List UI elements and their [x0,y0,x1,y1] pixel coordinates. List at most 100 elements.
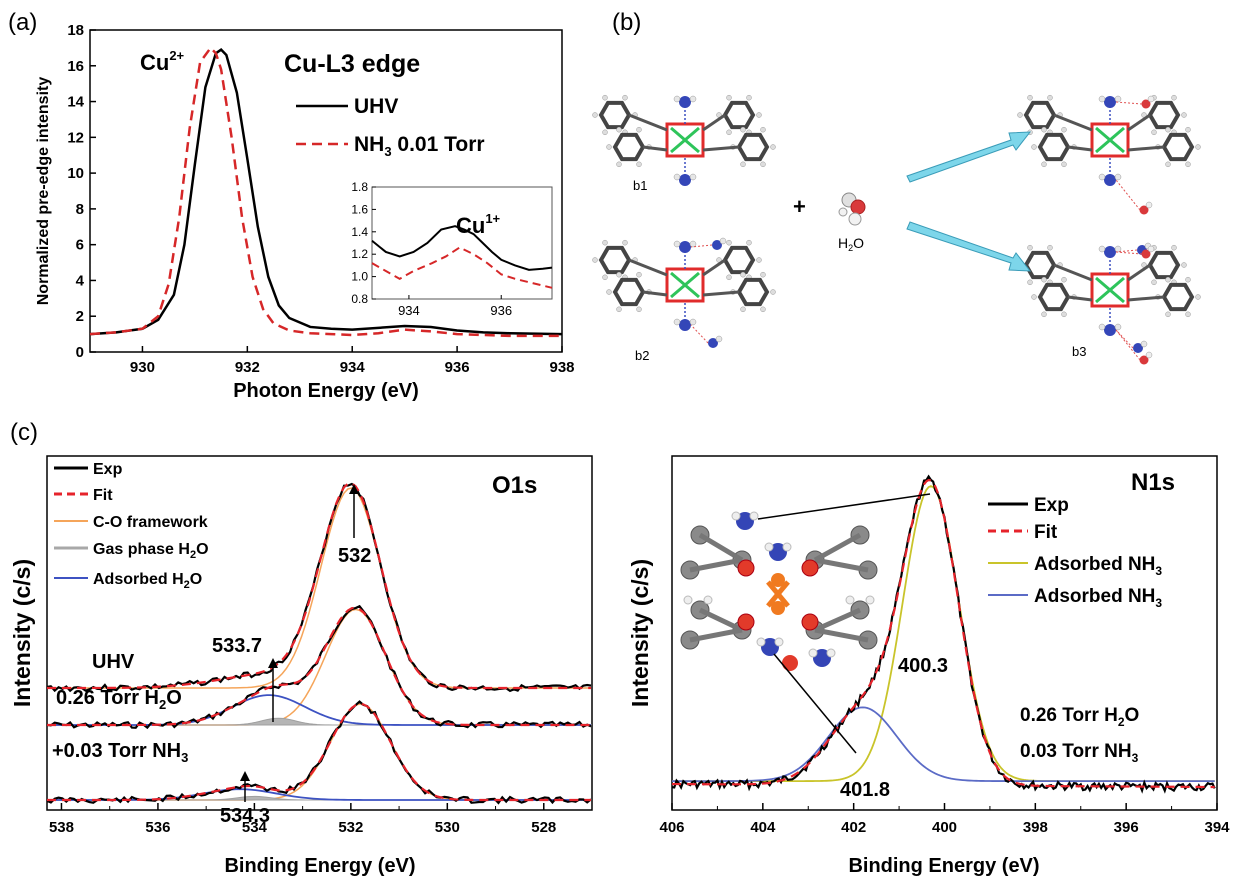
hydrogen-atom [1027,94,1033,101]
hydrogen-atom [636,306,642,313]
hydrogen-atom [673,173,681,181]
hydrogen-bond [690,244,713,248]
hydrogen-atom [1151,279,1157,286]
benzene-ring [598,245,632,275]
benzene-ring [1147,250,1181,280]
arrow-down [906,221,1032,272]
hydrogen-atom [740,306,746,313]
oxygen-atom [737,613,755,631]
panel-a-title: Cu-L3 edge [284,50,420,78]
hydrogen-atom [673,318,681,326]
hydrogen-atom [683,595,693,605]
hydrogen-atom [865,595,875,605]
hydrogen-atom [808,648,818,658]
hydrogen-atom [1031,294,1037,300]
hydrogen-bond [1115,329,1141,361]
panel-c-n1s-chart: 406 404 402 400 398 396 394 Binding Energy (eV… [627,455,1230,877]
x-tick-label: 404 [750,819,776,836]
hydrogen-atom [1185,126,1191,133]
hydrogen-atom [1098,95,1106,103]
nitrogen-atom [736,512,754,530]
o1s-ylabel: Intensity (c/s) [9,559,35,707]
hydrogen-atom [1098,245,1106,253]
linker-bond [1127,295,1165,302]
benzene-ring [1161,282,1195,312]
nitrogen-atom [813,649,831,667]
hydrogen-atom [770,289,776,295]
linker-bond [628,258,668,277]
hydrogen-atom [740,161,746,168]
benzene-ring [1023,100,1057,130]
hydrogen-atom [689,240,697,248]
nitrogen-atom [679,96,691,108]
n1s-adsorbed-blue [672,706,1215,782]
cu-cu-bond [670,271,700,299]
n1s-legend-exp: Exp [1034,495,1069,516]
hydrogen-atom [826,648,836,658]
hydrogen-atom [726,239,732,246]
hydrogen-atom [1114,245,1122,253]
n1s-molecule-inset [680,511,878,671]
molecule-b1 [592,94,776,186]
hydrogen-atom [1061,276,1067,283]
panel-label-a: (a) [8,9,37,36]
hydrogen-atom [1061,161,1067,168]
hydrogen-atom [1171,244,1177,251]
o1s-title: O1s [492,472,537,499]
n1s-condition-nh3: 0.03 Torr NH3 [1020,741,1139,765]
panel-b-diagram: b1 b2 b3 + H2O [592,94,1201,365]
hydrogen-atom [592,257,598,263]
hydrogen-atom [1165,311,1171,318]
carbon-bond [813,532,862,563]
nitrogen-atom [1104,96,1116,108]
hydrogen-atom [1185,311,1191,318]
o1s-lines [46,482,592,805]
inset-y-tick-label: 1.0 [351,270,368,284]
hydrogen-atom [770,144,776,150]
hydrogen-atom [1047,244,1053,251]
o1s-peak-5337: 533.7 [212,635,262,657]
y-tick-label: 10 [67,165,84,182]
oxygen-atom [1139,205,1149,215]
oxygen-atom [1141,249,1151,259]
inset-y-tick-label: 1.4 [351,225,368,239]
hydrogen-bond [1115,249,1138,253]
cu-bond [766,580,790,608]
inset-y-tick-label: 1.6 [351,202,368,216]
cu-cu-bond [1095,276,1125,304]
arrow-up [906,131,1032,183]
carbon-bond [698,532,744,563]
n1s-xlabel: Binding Energy (eV) [848,855,1039,877]
n1s-title: N1s [1131,469,1175,496]
panel-a-lines [89,45,563,338]
inset-y-tick-label: 1.8 [351,180,368,194]
label-b2: b2 [635,348,649,363]
carbon-bond [814,557,869,573]
x-tick-label: 938 [549,359,574,376]
hydrogen-atom [606,289,612,295]
molecule-product-1 [1017,94,1201,215]
hydrogen-atom [749,511,759,521]
o1s-legend-co: C-O framework [93,514,208,531]
panel-label-b: (b) [612,9,641,36]
hydrogen-atom [689,95,697,103]
linker-bond [702,113,726,132]
n1s-legend-ads1: Adsorbed NH3 [1034,554,1162,578]
x-tick-label: 402 [841,819,866,836]
hydrogen-atom [1145,201,1153,209]
linker-bond [1067,295,1093,302]
hydrogen-atom [756,257,762,263]
benzene-ring [1147,100,1181,130]
hydrogen-atom [1171,94,1177,101]
hydrogen-atom [1147,95,1155,103]
o1s-xlabel: Binding Energy (eV) [224,855,415,877]
linker-bond [642,290,668,297]
x-tick-label: 536 [145,819,170,836]
hydrogen-atom [1041,311,1047,318]
x-tick-label: 936 [445,359,470,376]
benzene-ring [736,132,770,162]
benzene-ring [736,277,770,307]
hydrogen-atom [592,112,598,118]
nitrogen-atom [679,319,691,331]
